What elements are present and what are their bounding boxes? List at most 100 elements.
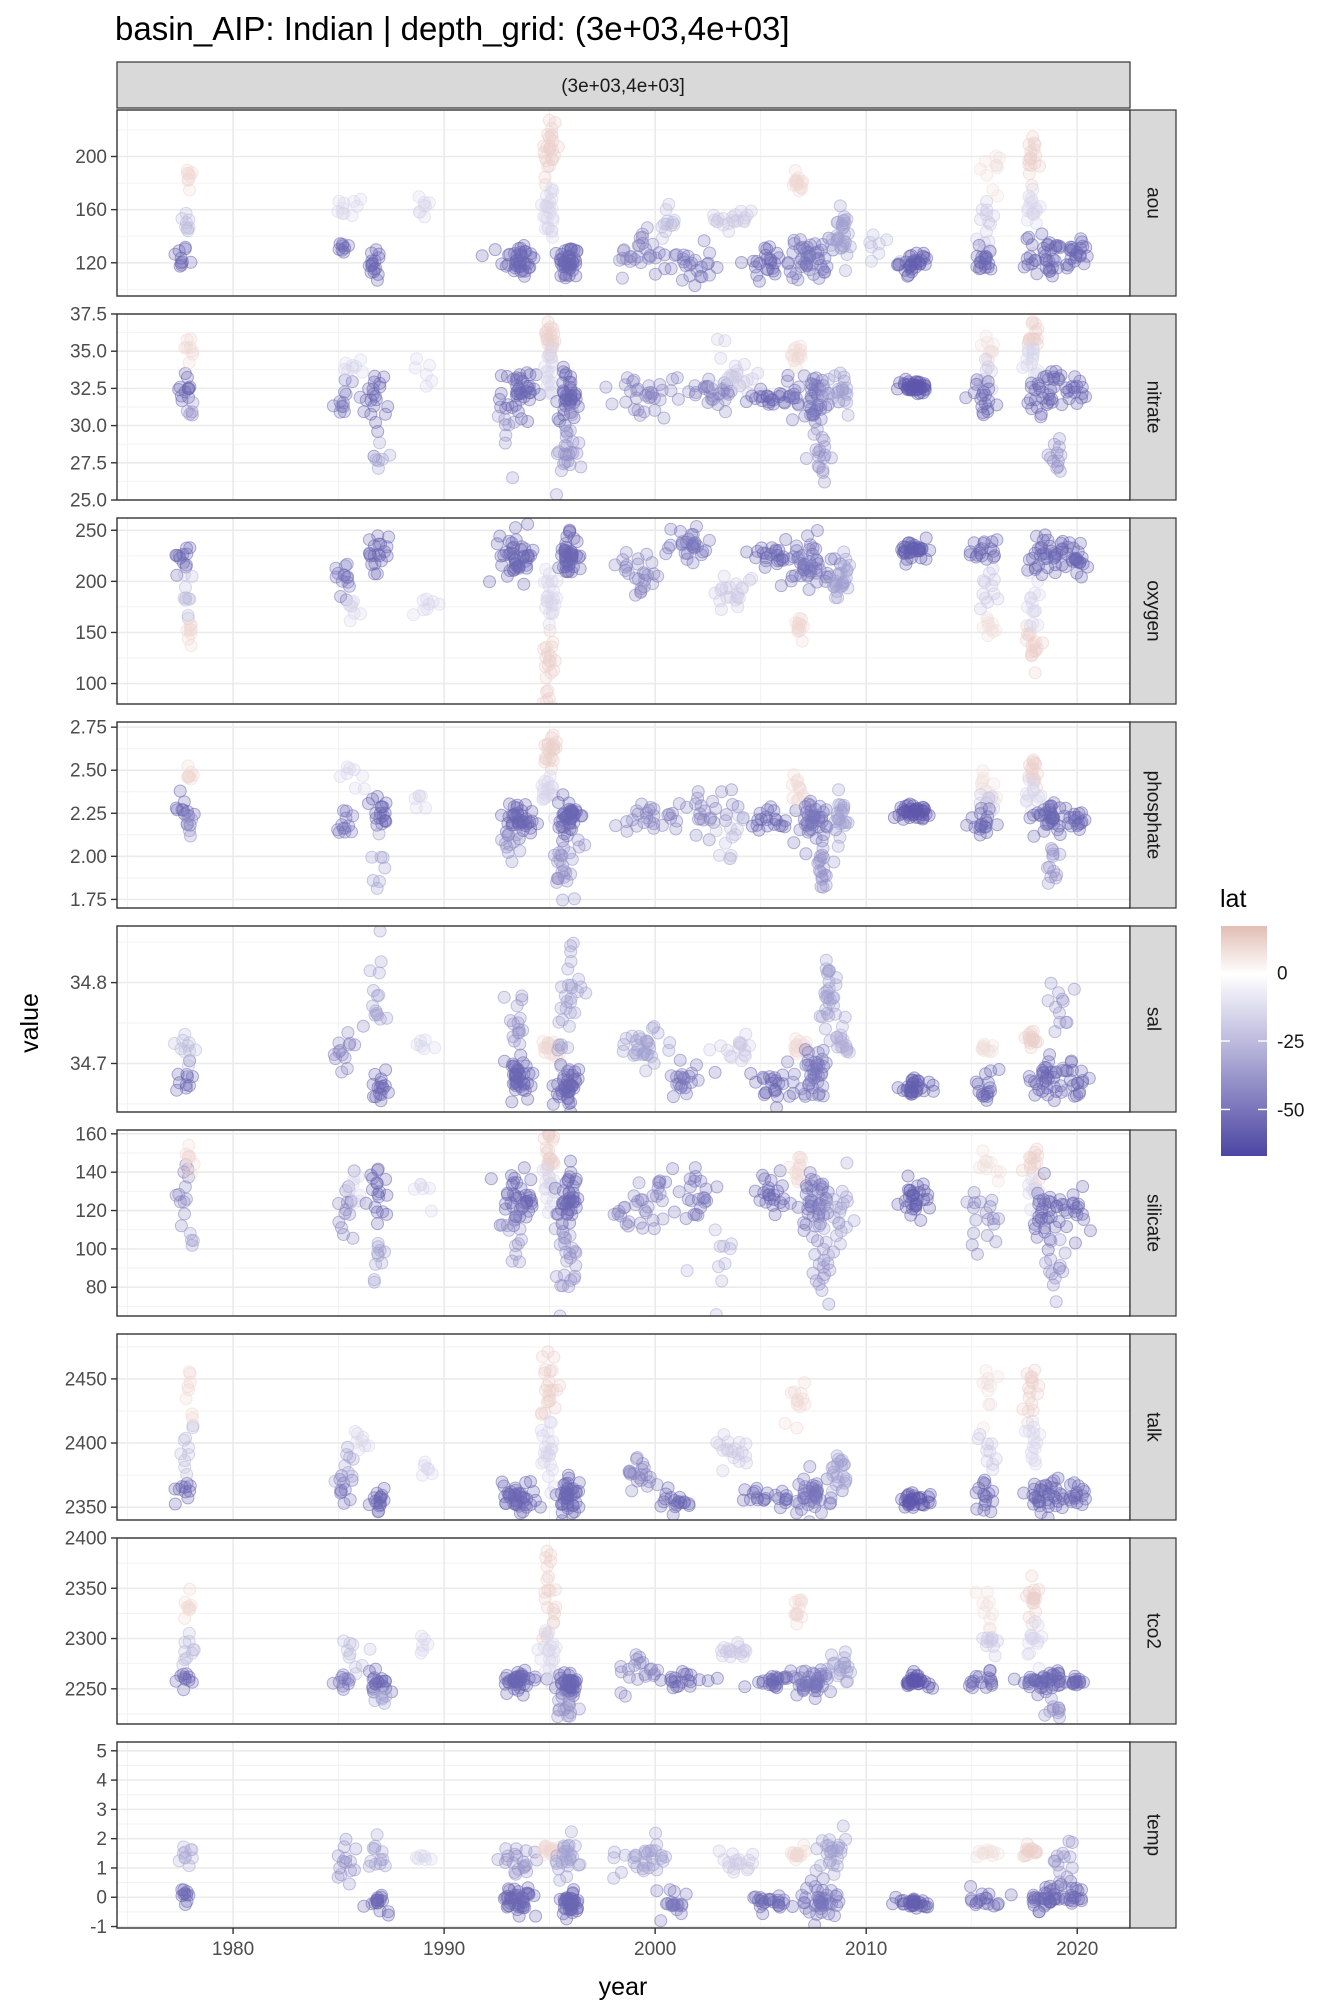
data-point [906, 1073, 919, 1087]
data-point [358, 1439, 372, 1453]
data-point [810, 1058, 823, 1072]
data-point [185, 1238, 199, 1252]
data-point [564, 1825, 578, 1839]
data-point [383, 448, 397, 462]
data-point [541, 349, 555, 363]
data-point [789, 360, 803, 374]
data-point [809, 1274, 823, 1288]
data-point [568, 1065, 582, 1079]
data-point [790, 1172, 804, 1186]
data-point [362, 1439, 375, 1453]
data-point [839, 815, 853, 829]
data-point [680, 1264, 694, 1278]
data-point [668, 248, 682, 262]
data-point [370, 1176, 384, 1190]
data-point [1023, 811, 1037, 825]
chart-title: basin_AIP: Indian | depth_grid: (3e+03,4… [115, 10, 790, 47]
data-point [370, 790, 384, 803]
data-point [551, 796, 565, 809]
data-point [551, 1710, 565, 1724]
data-point [1023, 1074, 1037, 1088]
data-point [816, 805, 830, 819]
data-point [835, 241, 849, 255]
data-point [627, 403, 641, 417]
data-point [185, 569, 199, 583]
data-point [815, 1284, 829, 1297]
data-point [370, 1896, 384, 1910]
data-point [709, 824, 723, 838]
data-point [374, 850, 388, 864]
data-point [625, 1029, 639, 1043]
data-point [507, 1176, 520, 1190]
y-tick-label: 200 [75, 147, 107, 168]
data-point [524, 1173, 538, 1187]
data-point [776, 1199, 790, 1213]
data-point [371, 454, 385, 468]
data-point [332, 825, 346, 839]
data-point [423, 1181, 436, 1195]
data-point [1048, 549, 1062, 563]
row-strip-label: sal [1143, 1007, 1164, 1031]
data-point [371, 1217, 384, 1231]
data-point [1034, 407, 1048, 421]
data-point [185, 166, 199, 180]
data-point [631, 1194, 645, 1208]
data-point [370, 881, 384, 895]
data-point [407, 1182, 421, 1196]
row-strip-background [1129, 1129, 1177, 1317]
data-point [502, 1223, 516, 1237]
data-point [977, 537, 991, 550]
data-point [331, 1849, 345, 1863]
data-point [701, 1674, 715, 1688]
data-point [756, 1168, 770, 1182]
data-point [1041, 372, 1055, 386]
data-point [740, 374, 754, 388]
data-point [919, 552, 933, 566]
y-tick-label: 34.8 [70, 973, 107, 994]
data-point [347, 1863, 361, 1877]
data-point [732, 591, 746, 605]
data-point [356, 365, 369, 379]
data-point [837, 220, 851, 234]
data-point [513, 1201, 527, 1215]
row-strip-background [1129, 1537, 1177, 1725]
data-point [1020, 633, 1034, 647]
data-point [1055, 558, 1069, 572]
data-point [1032, 1379, 1046, 1393]
data-point [356, 769, 370, 783]
data-point [803, 238, 817, 252]
data-point [776, 1068, 790, 1082]
data-point [698, 804, 712, 818]
data-point [515, 540, 529, 554]
data-point [375, 1687, 389, 1701]
data-point [544, 1677, 558, 1691]
data-point [722, 387, 735, 401]
y-axis-phosphate: 1.752.002.252.502.75 [70, 718, 117, 911]
data-point [563, 1247, 577, 1261]
data-point [559, 424, 573, 438]
data-point [667, 1885, 681, 1899]
row-strip-silicate: silicate [1129, 1129, 1177, 1317]
data-point [752, 1675, 766, 1689]
data-point [419, 801, 433, 815]
data-point [666, 1508, 680, 1520]
data-point [546, 635, 560, 649]
data-point [814, 1201, 828, 1214]
data-point [1038, 528, 1052, 542]
data-point [540, 1544, 554, 1558]
data-point [354, 192, 368, 206]
data-point [743, 1039, 757, 1053]
data-point [960, 818, 974, 832]
data-point [1039, 1256, 1053, 1270]
data-point [780, 1492, 794, 1506]
data-point [345, 1469, 359, 1483]
data-point [901, 1169, 915, 1183]
data-point [605, 397, 619, 411]
row-strip-sal: sal [1129, 925, 1177, 1113]
data-point [969, 1213, 983, 1227]
data-point [507, 415, 521, 429]
data-point [794, 618, 808, 632]
data-point [563, 1853, 577, 1867]
